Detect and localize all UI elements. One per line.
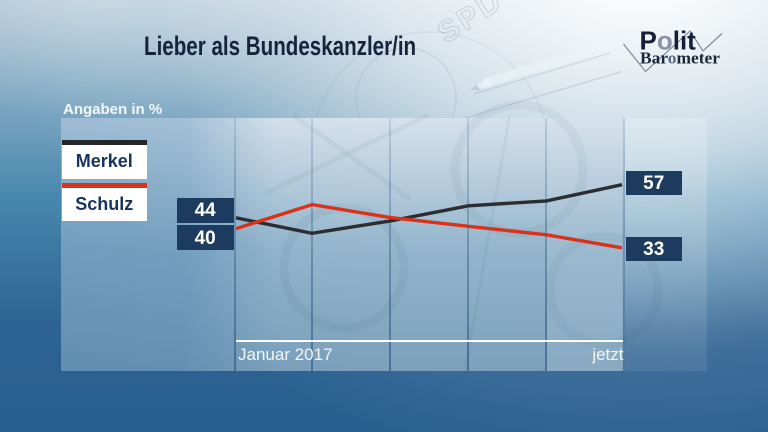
svg-text:Barometer: Barometer <box>640 49 720 68</box>
svg-text:Polit: Polit <box>640 26 697 56</box>
